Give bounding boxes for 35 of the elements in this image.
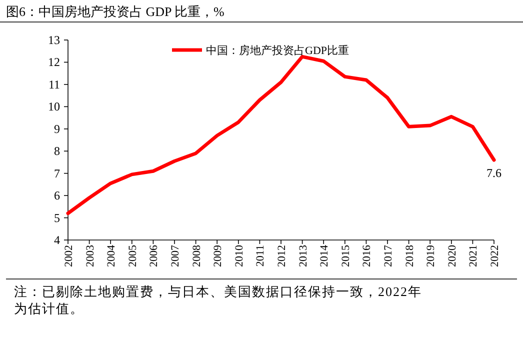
x-tick-label: 2003 — [84, 244, 96, 267]
y-tick-label: 11 — [48, 77, 60, 92]
x-tick-label: 2016 — [361, 244, 374, 267]
y-tick-label: 4 — [54, 233, 60, 247]
x-tick-label: 2007 — [170, 244, 182, 267]
y-tick-label: 6 — [54, 188, 60, 203]
y-tick-label: 13 — [48, 33, 60, 47]
x-tick-label: 2008 — [190, 244, 203, 267]
x-tick-label: 2011 — [254, 245, 267, 267]
x-tick-label: 2002 — [63, 245, 75, 267]
x-tick-label: 2013 — [297, 244, 310, 267]
x-tick-label: 2004 — [106, 244, 118, 267]
chart-title: 图6：中国房地产投资占 GDP 比重，% — [6, 4, 225, 19]
x-tick-label: 2018 — [404, 244, 416, 267]
y-tick-label: 12 — [48, 55, 60, 70]
data-label: 7.6 — [486, 166, 502, 180]
y-tick-label: 9 — [54, 122, 60, 136]
text: 注：已剔除土地购置费，与日本、美国数据口径保持一致，2022年为估计值。 — [14, 283, 423, 317]
y-tick-label: 8 — [54, 144, 60, 158]
x-tick-label: 2015 — [340, 244, 352, 267]
x-tick-label: 2020 — [446, 244, 458, 267]
x-tick-label: 2010 — [233, 244, 246, 267]
y-tick-label: 10 — [48, 100, 60, 114]
legend-label: 中国：房地产投资占GDP比重 — [206, 44, 350, 57]
x-tick-label: 2017 — [382, 244, 394, 267]
y-tick-label: 7 — [54, 166, 60, 180]
x-tick-label: 2014 — [318, 244, 331, 267]
x-tick-label: 2005 — [126, 244, 139, 267]
x-tick-label: 2012 — [276, 245, 288, 267]
x-tick-label: 2021 — [468, 245, 480, 267]
x-tick-label: 2019 — [425, 244, 438, 267]
x-tick-label: 2009 — [212, 244, 224, 267]
x-tick-label: 2006 — [148, 244, 160, 267]
y-tick-label: 5 — [54, 210, 60, 225]
x-tick-label: 2022 — [489, 245, 501, 267]
